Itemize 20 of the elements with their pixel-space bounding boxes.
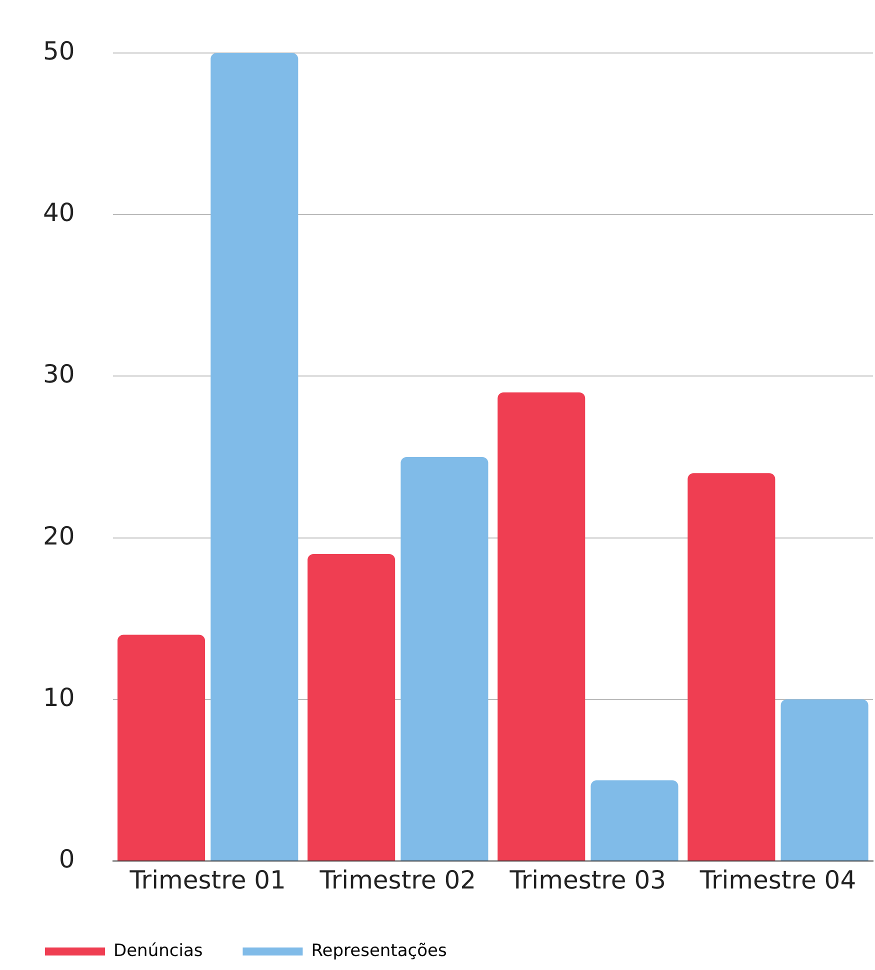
bar [780,699,868,860]
x-tick-label: Trimestre 04 [698,866,856,894]
bar [308,554,396,860]
y-tick-label: 40 [43,198,75,228]
x-tick-label: Trimestre 03 [508,866,666,894]
y-tick-label: 20 [43,521,75,550]
y-tick-label: 10 [43,682,75,712]
x-tick-label: Trimestre 02 [318,866,476,894]
y-tick-label: 50 [43,36,75,66]
bar [118,634,206,860]
bar [400,457,488,860]
bar [498,392,586,860]
legend-label: Representações [311,940,447,961]
bar [210,53,298,860]
bar [688,473,776,860]
x-tick-label: Trimestre 01 [128,866,286,894]
bar [590,780,678,860]
legend-label: Denúncias [114,940,203,961]
y-tick-label: 0 [58,844,75,874]
y-tick-label: 30 [43,360,75,389]
